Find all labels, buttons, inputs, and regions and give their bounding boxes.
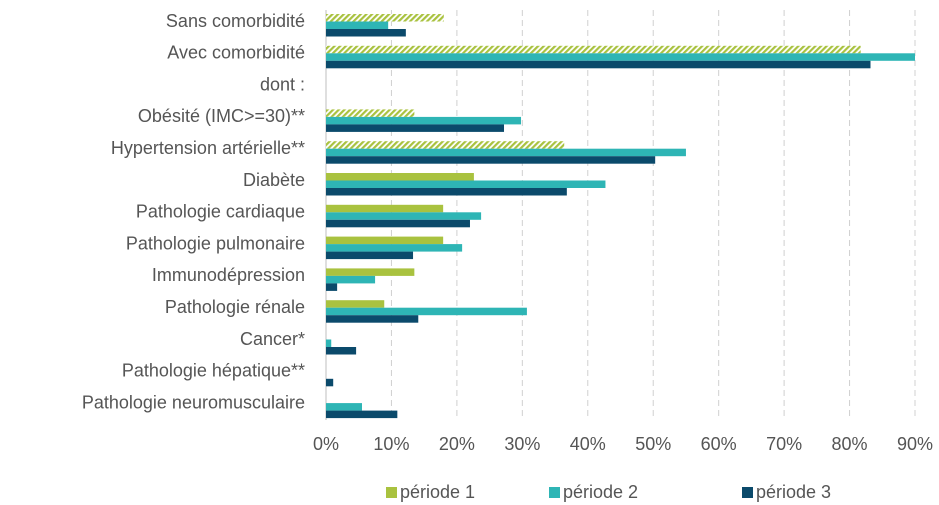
x-tick-label: 0% (313, 434, 339, 454)
bar (326, 53, 915, 61)
bar (326, 173, 474, 181)
bar (326, 339, 332, 347)
bar (326, 141, 565, 149)
x-tick-label: 30% (504, 434, 540, 454)
bar (326, 212, 482, 220)
bar (326, 236, 444, 245)
bar (326, 21, 389, 29)
y-tick-label: Pathologie pulmonaire (126, 233, 305, 253)
bar (326, 378, 334, 387)
x-tick-label: 40% (570, 434, 606, 454)
y-tick-label: Obésité (IMC>=30)** (138, 106, 305, 126)
bar (326, 410, 398, 419)
bar (326, 45, 861, 54)
bar (326, 204, 444, 213)
y-tick-label: dont : (260, 74, 305, 94)
x-tick-label: 10% (373, 434, 409, 454)
bar (326, 251, 414, 260)
bar (326, 180, 606, 188)
bar (326, 315, 419, 323)
y-tick-label: Diabète (243, 170, 305, 190)
y-tick-label: Pathologie neuromusculaire (82, 392, 305, 412)
x-tick-label: 90% (897, 434, 933, 454)
legend-label: période 2 (563, 482, 638, 502)
bar (326, 275, 376, 284)
x-tick-label: 50% (635, 434, 671, 454)
y-tick-label: Avec comorbidité (167, 43, 305, 63)
bar (326, 156, 656, 164)
bar (326, 219, 470, 228)
bar (326, 109, 415, 117)
bar (326, 29, 406, 37)
legend-label: période 3 (756, 482, 831, 502)
x-tick-label: 80% (832, 434, 868, 454)
bar (326, 347, 357, 355)
bar (326, 116, 522, 125)
x-tick-label: 60% (701, 434, 737, 454)
x-tick-label: 70% (766, 434, 802, 454)
y-tick-label: Pathologie hépatique** (122, 361, 305, 381)
bar (326, 188, 567, 196)
bar (326, 148, 686, 157)
bar (326, 124, 505, 132)
y-tick-label: Immunodépression (152, 265, 305, 285)
x-tick-label: 20% (439, 434, 475, 454)
legend-swatch (549, 487, 560, 498)
bar (326, 244, 463, 252)
bar (326, 283, 338, 291)
legend-label: période 1 (400, 482, 475, 502)
bar (326, 268, 415, 276)
bar (326, 60, 871, 69)
y-tick-label: Cancer* (240, 329, 305, 349)
bar (326, 307, 527, 316)
bar (326, 403, 362, 411)
y-tick-label: Pathologie rénale (165, 297, 305, 317)
y-tick-label: Hypertension artérielle** (111, 138, 305, 158)
bar (326, 300, 385, 308)
bar (326, 14, 444, 22)
legend-swatch (742, 487, 753, 498)
legend-swatch (386, 487, 397, 498)
y-tick-label: Pathologie cardiaque (136, 202, 305, 222)
y-tick-label: Sans comorbidité (166, 11, 305, 31)
